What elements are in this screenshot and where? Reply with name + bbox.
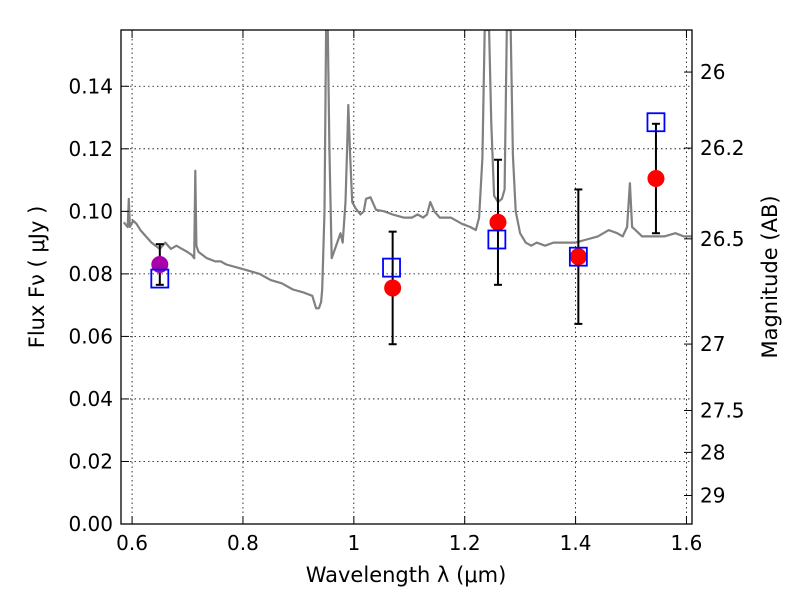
y-tick-label: 0.04: [68, 387, 113, 411]
data-point-circle: [489, 213, 507, 231]
data-point-square: [646, 112, 666, 133]
data-point-square: [487, 229, 507, 250]
x-tick-label: 1: [347, 531, 360, 555]
data-point-square: [568, 246, 588, 267]
model-spectrum-line: [122, 30, 692, 310]
ticks-layer: 0.6 0.8 1 1.2 1.4 1.6 0.00 0.02 0.04 0.06 0.08 0.10…: [68, 30, 745, 555]
x-tick-label: 1.2: [449, 531, 481, 555]
y-tick-label: 0.02: [68, 449, 113, 473]
y-tick-label: 0.10: [68, 199, 113, 223]
data-point-square: [382, 257, 401, 278]
data-point-circle: [151, 255, 169, 273]
y-right-tick-label: 29: [700, 483, 725, 507]
x-tick-label: 1.4: [560, 531, 592, 555]
y-axis-label: Flux Fν ( μJy ): [25, 206, 49, 349]
data-point-circle: [647, 170, 665, 188]
x-tick-label: 0.8: [227, 531, 259, 555]
x-tick-label: 1.6: [671, 531, 703, 555]
y-right-tick-label: 26.2: [700, 136, 745, 160]
x-tick-label: 0.6: [116, 531, 148, 555]
data-point-circle: [384, 279, 402, 297]
y-axis-right-label: Magnitude (AB): [758, 195, 782, 358]
y-right-tick-label: 27.5: [700, 398, 745, 422]
data-marks: [150, 112, 666, 346]
data-point-circle: [569, 248, 587, 266]
y-right-tick-label: 27: [700, 332, 725, 356]
y-right-tick-label: 26.5: [700, 227, 745, 251]
x-axis-label: Wavelength λ (μm): [306, 563, 507, 587]
y-tick-label: 0.06: [68, 324, 113, 348]
y-tick-label: 0.00: [68, 512, 113, 536]
y-right-tick-label: 26: [700, 60, 725, 84]
data-point-square: [150, 268, 170, 289]
y-tick-label: 0.12: [68, 137, 113, 161]
y-tick-label: 0.14: [68, 74, 113, 98]
y-right-tick-label: 28: [700, 440, 725, 464]
plot-frame: [120, 29, 693, 525]
y-tick-label: 0.08: [68, 262, 113, 286]
